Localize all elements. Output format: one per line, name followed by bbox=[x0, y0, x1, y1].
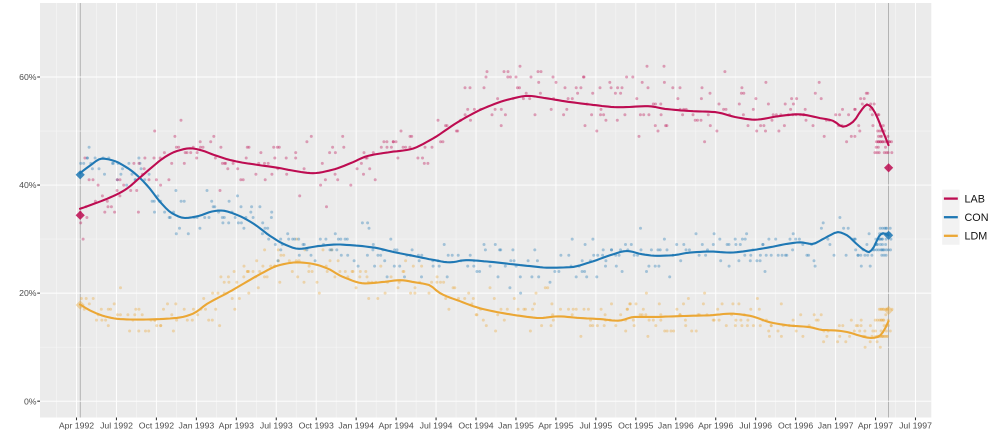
svg-text:Jul 1995: Jul 1995 bbox=[579, 421, 612, 431]
svg-text:60%: 60% bbox=[19, 72, 37, 82]
svg-text:Jan 1996: Jan 1996 bbox=[658, 421, 694, 431]
svg-text:Jul 1992: Jul 1992 bbox=[100, 421, 133, 431]
svg-text:Jan 1993: Jan 1993 bbox=[179, 421, 215, 431]
svg-text:Jul 1996: Jul 1996 bbox=[739, 421, 772, 431]
svg-text:20%: 20% bbox=[19, 288, 37, 298]
svg-text:Apr 1992: Apr 1992 bbox=[59, 421, 94, 431]
svg-text:Apr 1995: Apr 1995 bbox=[538, 421, 573, 431]
svg-text:Apr 1996: Apr 1996 bbox=[698, 421, 733, 431]
svg-text:Jan 1995: Jan 1995 bbox=[498, 421, 534, 431]
svg-text:Jul 1997: Jul 1997 bbox=[899, 421, 932, 431]
svg-text:Apr 1993: Apr 1993 bbox=[219, 421, 254, 431]
svg-text:Jul 1993: Jul 1993 bbox=[260, 421, 293, 431]
svg-text:Jan 1997: Jan 1997 bbox=[818, 421, 854, 431]
svg-text:40%: 40% bbox=[19, 180, 37, 190]
svg-text:Jul 1994: Jul 1994 bbox=[420, 421, 453, 431]
svg-text:LAB: LAB bbox=[965, 194, 985, 206]
svg-text:Oct 1995: Oct 1995 bbox=[618, 421, 653, 431]
svg-text:LDM: LDM bbox=[965, 231, 988, 243]
svg-text:Apr 1994: Apr 1994 bbox=[378, 421, 413, 431]
svg-text:Oct 1992: Oct 1992 bbox=[139, 421, 174, 431]
svg-text:Oct 1993: Oct 1993 bbox=[299, 421, 334, 431]
svg-text:Apr 1997: Apr 1997 bbox=[858, 421, 893, 431]
svg-text:Oct 1994: Oct 1994 bbox=[458, 421, 493, 431]
svg-text:Oct 1996: Oct 1996 bbox=[778, 421, 813, 431]
svg-text:CON: CON bbox=[965, 212, 989, 224]
svg-text:0%: 0% bbox=[24, 396, 37, 406]
svg-text:Jan 1994: Jan 1994 bbox=[338, 421, 374, 431]
